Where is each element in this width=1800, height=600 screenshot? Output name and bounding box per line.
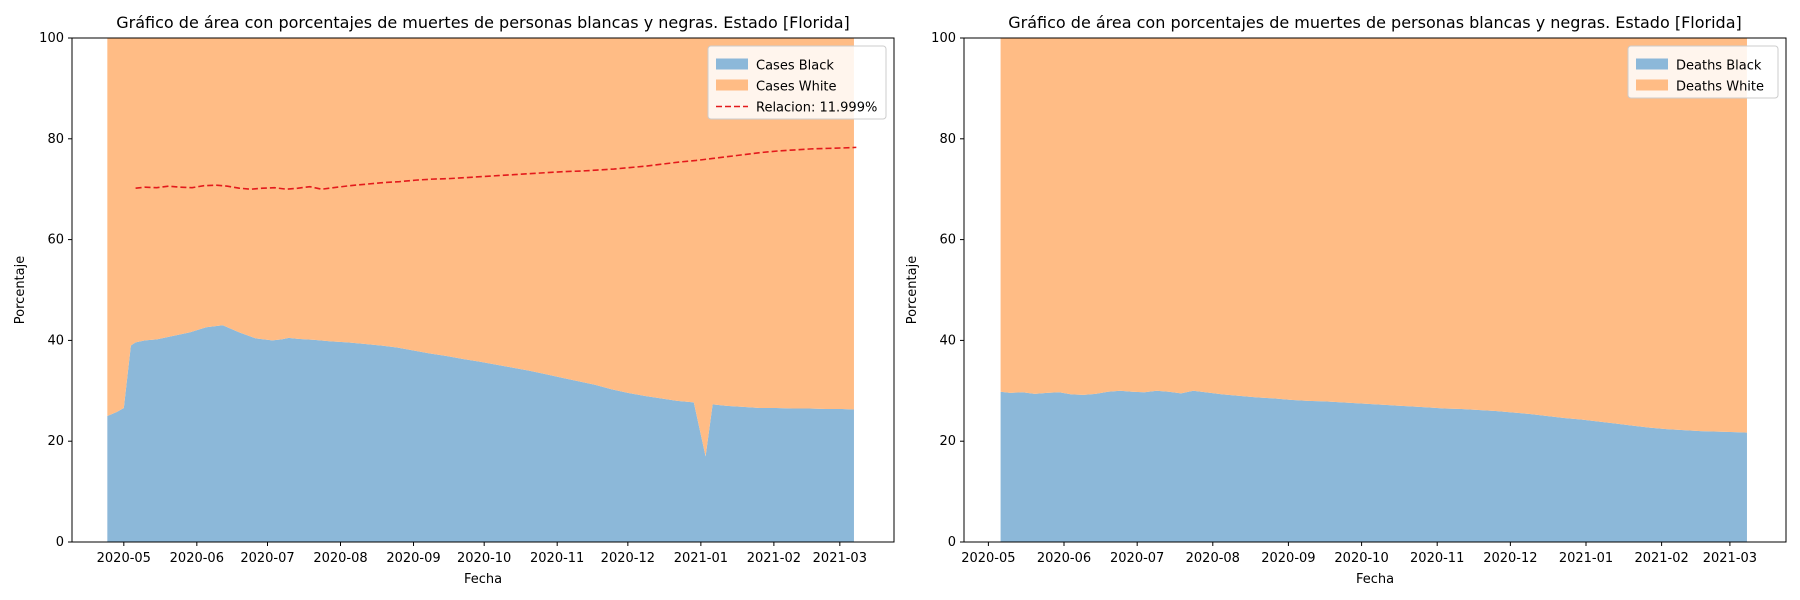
legend-swatch [1636,79,1668,91]
area-cases-black [107,325,854,542]
y-tick-label: 60 [939,233,956,248]
legend-label: Deaths Black [1676,59,1762,74]
legend-label: Deaths White [1676,80,1764,95]
x-tick-label: 2020-08 [313,551,367,566]
y-tick-label: 80 [939,132,956,147]
x-tick-label: 2020-09 [1261,551,1315,566]
relacion-line [135,146,857,191]
y-tick-label: 100 [39,31,64,46]
x-tick-label: 2020-12 [601,551,655,566]
y-tick-label: 100 [931,31,956,46]
x-tick-label: 2020-10 [1334,551,1388,566]
x-tick-label: 2020-09 [386,551,440,566]
x-tick-label: 2020-05 [97,551,151,566]
chart-title: Gráfico de área con porcentajes de muert… [116,13,849,32]
x-tick-label: 2020-11 [530,551,584,566]
x-tick-label: 2021-01 [674,551,728,566]
legend-swatch [1636,58,1668,70]
x-axis-label: Fecha [1356,572,1394,587]
x-tick-label: 2021-01 [1559,551,1613,566]
x-axis-label: Fecha [464,572,502,587]
x-tick-label: 2021-03 [813,551,867,566]
legend-swatch [716,79,748,91]
area-deaths-white [1000,38,1747,433]
x-tick-label: 2020-11 [1410,551,1464,566]
legend: Cases Black Cases White Relacion: 11.999% [707,45,887,120]
y-tick-label: 80 [47,132,64,147]
y-tick-label: 60 [47,233,64,248]
x-tick-label: 2020-07 [240,551,294,566]
y-tick-label: 40 [47,333,64,348]
y-tick-label: 0 [56,535,64,550]
y-tick-label: 0 [948,535,956,550]
chart-title: Gráfico de área con porcentajes de muert… [1008,13,1741,32]
x-tick-label: 2020-06 [1037,551,1091,566]
x-tick-label: 2020-10 [457,551,511,566]
legend-label: Cases Black [756,59,834,74]
y-tick-label: 20 [47,434,64,449]
x-tick-label: 2021-03 [1703,551,1757,566]
legend-box [707,45,887,120]
plot-frame [963,37,1787,543]
y-tick-label: 20 [939,434,956,449]
chart-deaths: 0 20 40 60 80 100 2020-05 2020-06 2020-07 2020-08… [905,13,1787,587]
x-tick-label: 2020-07 [1110,551,1164,566]
x-tick-label: 2021-02 [747,551,801,566]
legend-label: Cases White [756,80,837,95]
x-tick-label: 2020-05 [961,551,1015,566]
x-tick-label: 2020-12 [1483,551,1537,566]
area-cases-white [107,38,854,457]
chart-cases: 0 20 40 60 80 100 2020-05 2020-06 2020-07 2020-08… [13,13,895,587]
y-axis-label: Porcentaje [13,256,28,324]
x-tick-label: 2021-02 [1634,551,1688,566]
plot-frame [71,37,895,543]
x-tick-label: 2020-08 [1186,551,1240,566]
y-tick-label: 40 [939,333,956,348]
legend-swatch [716,58,748,70]
x-tick-label: 2020-06 [170,551,224,566]
y-axis-label: Porcentaje [905,256,920,324]
legend: Deaths Black Deaths White [1627,45,1779,99]
legend-label: Relacion: 11.999% [756,101,877,116]
area-deaths-black [1000,390,1747,542]
